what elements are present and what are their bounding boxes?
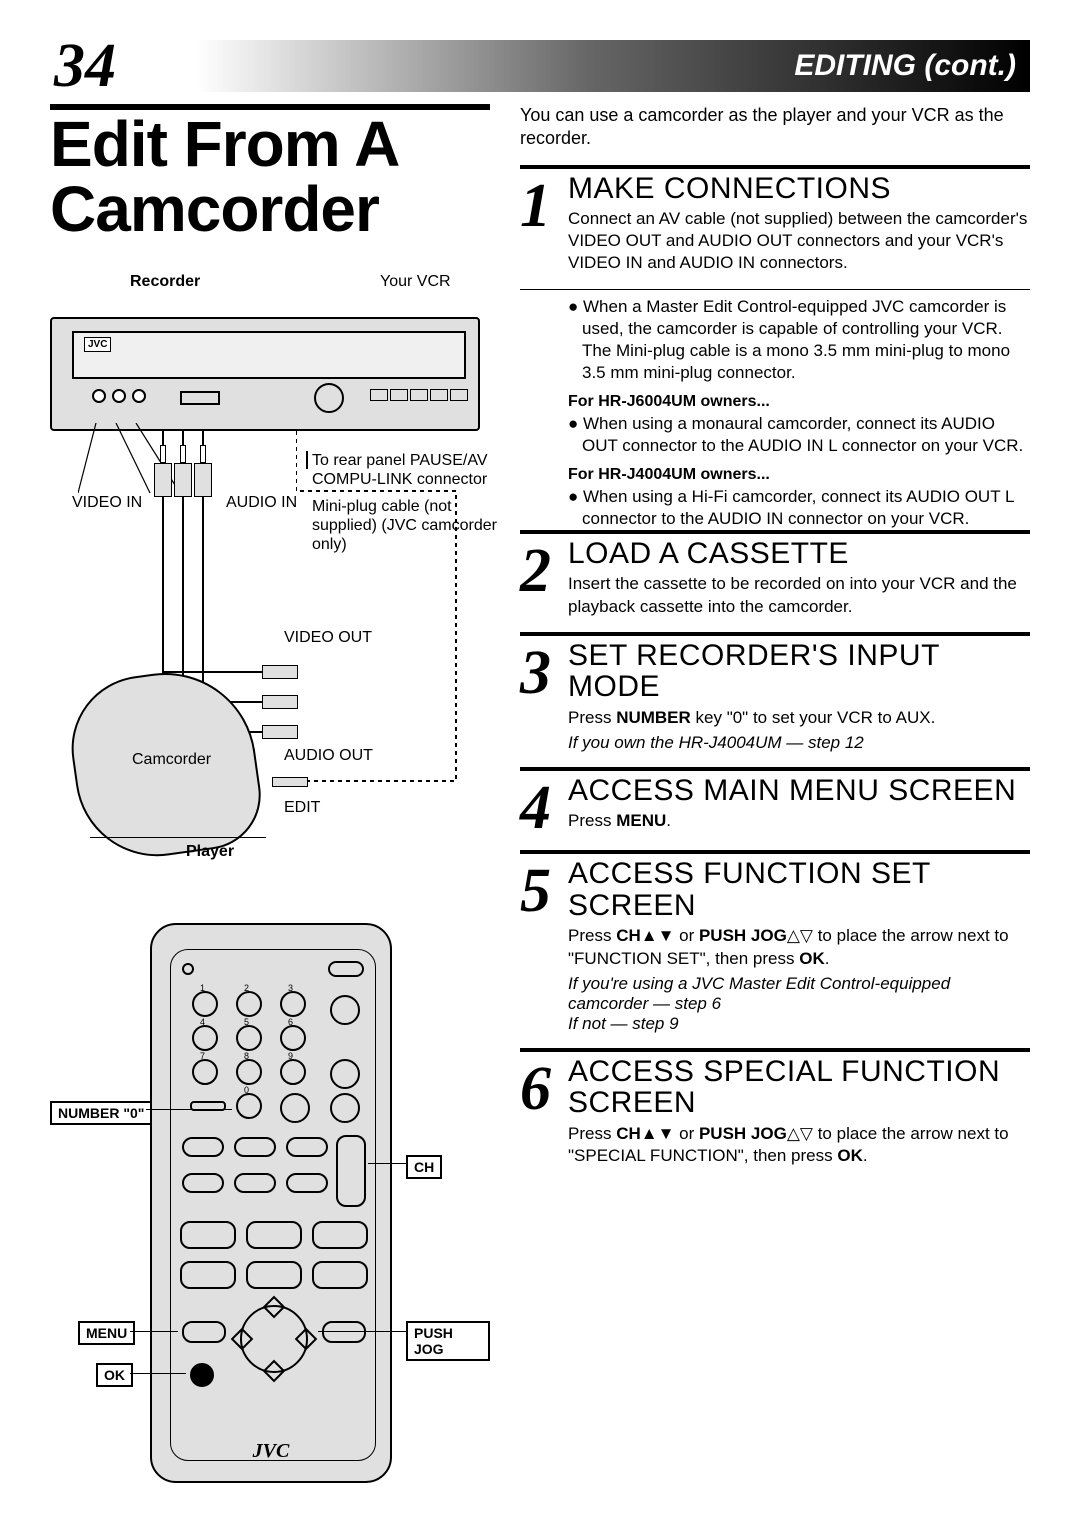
label-your-vcr: Your VCR	[380, 273, 451, 291]
step-note: If you're using a JVC Master Edit Contro…	[568, 974, 1030, 1034]
label-video-out: VIDEO OUT	[284, 629, 372, 647]
step-body-text: Press CH▲▼ or PUSH JOG△▽ to place the ar…	[568, 925, 1030, 969]
connection-diagram: Recorder Your VCR	[50, 273, 490, 903]
step-number: 4	[520, 781, 568, 837]
right-column: You can use a camcorder as the player an…	[520, 104, 1030, 1493]
label-video-in: VIDEO IN	[72, 493, 142, 512]
vcr-illustration	[50, 317, 480, 431]
step-title: ACCESS FUNCTION SET SCREEN	[568, 858, 1030, 921]
step-3: 3SET RECORDER'S INPUT MODE Press NUMBER k…	[520, 632, 1030, 753]
label-recorder: Recorder	[130, 273, 200, 291]
callout-ch: CH	[406, 1155, 442, 1179]
label-camcorder: Camcorder	[132, 751, 211, 769]
section-title: EDITING (cont.)	[794, 49, 1016, 83]
callout-push-jog: PUSH JOG	[406, 1321, 490, 1361]
step-body-text: Connect an AV cable (not supplied) betwe…	[568, 208, 1030, 274]
step-4: 4ACCESS MAIN MENU SCREEN Press MENU.	[520, 767, 1030, 837]
page-header: 34 EDITING (cont.)	[50, 40, 1030, 92]
step-body-text: Press MENU.	[568, 810, 1030, 832]
step-2: 2LOAD A CASSETTEInsert the cassette to b…	[520, 530, 1030, 618]
step-1: 1MAKE CONNECTIONSConnect an AV cable (no…	[520, 165, 1030, 275]
callout-number-0: NUMBER "0"	[50, 1101, 152, 1125]
intro-text: You can use a camcorder as the player an…	[520, 104, 1030, 151]
step-number: 3	[520, 646, 568, 753]
step-number: 6	[520, 1062, 568, 1167]
label-miniplug: Mini-plug cable (not supplied) (JVC camc…	[312, 497, 512, 555]
label-rear-panel: To rear panel PAUSE/AV COMPU-LINK connec…	[312, 451, 512, 489]
label-audio-in: AUDIO IN	[226, 493, 297, 512]
step-note: If you own the HR-J4004UM — step 12	[568, 733, 1030, 753]
step-title: MAKE CONNECTIONS	[568, 173, 1030, 205]
label-audio-out: AUDIO OUT	[284, 747, 373, 765]
step-title: ACCESS SPECIAL FUNCTION SCREEN	[568, 1056, 1030, 1119]
page-number: 34	[54, 31, 116, 102]
label-player: Player	[186, 843, 234, 861]
step-number: 2	[520, 544, 568, 618]
callout-ok: OK	[96, 1363, 133, 1387]
step-number: 5	[520, 864, 568, 1033]
step-number: 1	[520, 179, 568, 275]
label-edit: EDIT	[284, 799, 320, 817]
step-title: ACCESS MAIN MENU SCREEN	[568, 775, 1030, 807]
step-title: LOAD A CASSETTE	[568, 538, 1030, 570]
step-5: 5ACCESS FUNCTION SET SCREENPress CH▲▼ or…	[520, 850, 1030, 1033]
step-body-text: Press CH▲▼ or PUSH JOG△▽ to place the ar…	[568, 1123, 1030, 1167]
main-title: Edit From A Camcorder	[50, 112, 490, 243]
remote-body: JVC 1 2 3 4 5 6 7 8 9 0	[150, 923, 392, 1483]
step-bullets: When a Master Edit Control-equipped JVC …	[520, 289, 1030, 530]
step-title: SET RECORDER'S INPUT MODE	[568, 640, 1030, 703]
callout-menu: MENU	[78, 1321, 135, 1345]
remote-diagram: JVC 1 2 3 4 5 6 7 8 9 0 NUMBER "0" CH ME…	[50, 923, 490, 1493]
step-body-text: Insert the cassette to be recorded on in…	[568, 573, 1030, 617]
step-6: 6ACCESS SPECIAL FUNCTION SCREENPress CH▲…	[520, 1048, 1030, 1167]
remote-brand: JVC	[152, 1440, 390, 1463]
left-column: Edit From A Camcorder Recorder Your VCR	[50, 104, 490, 1493]
step-body-text: Press NUMBER key "0" to set your VCR to …	[568, 707, 1030, 729]
